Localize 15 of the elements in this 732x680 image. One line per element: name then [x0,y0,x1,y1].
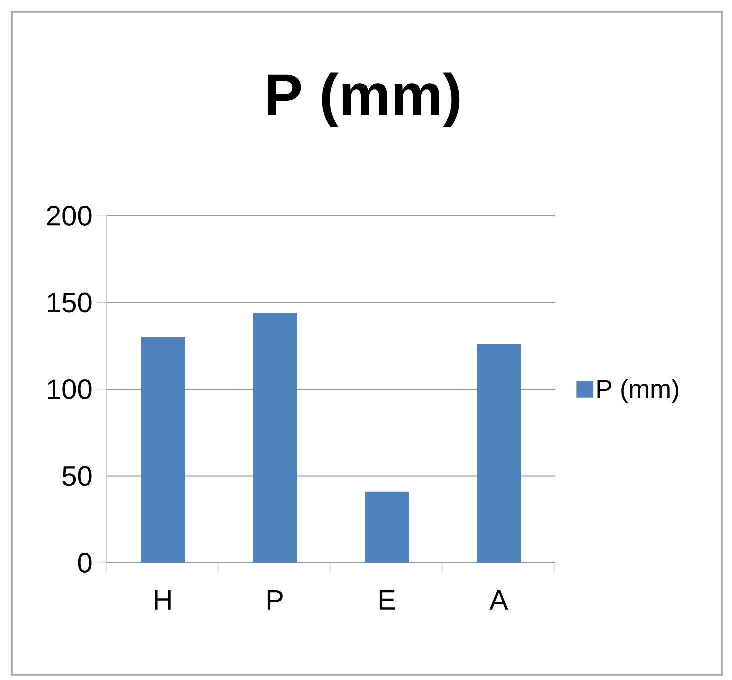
legend-label: P (mm) [598,379,679,404]
y-tick-label: 50 [62,466,92,486]
x-tick-label: H [155,590,171,610]
bar [141,337,185,563]
bar [365,492,409,563]
bar [253,313,298,563]
y-tick-label: 150 [48,292,92,313]
x-tick-label: A [490,590,508,610]
chart-title: P (mm) [268,72,460,128]
y-tick-label: 0 [78,553,92,573]
y-tick-label: 100 [48,380,92,400]
bar [477,344,521,563]
x-tick-label: E [380,590,396,610]
y-tick-label: 200 [47,206,92,226]
x-tick-label: P [268,590,283,610]
